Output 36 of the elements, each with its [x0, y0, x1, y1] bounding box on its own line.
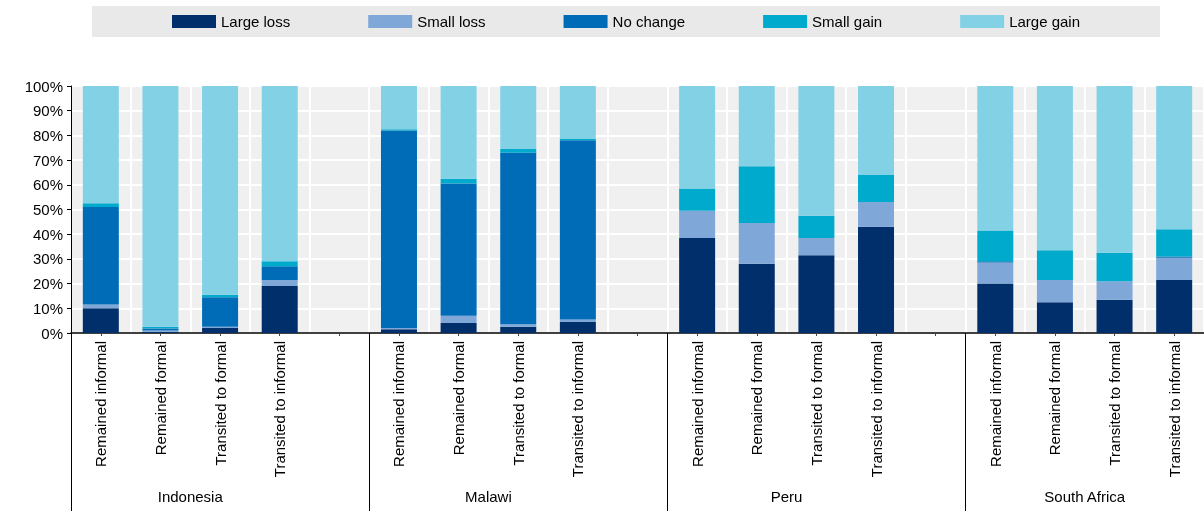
legend-label: Small loss	[417, 13, 486, 30]
x-tick-label: Remained formal	[1046, 341, 1064, 456]
y-tick-label: 80%	[32, 126, 63, 144]
text: Malawi	[464, 488, 513, 505]
y-tick-label: 30%	[32, 250, 63, 268]
y-tick-label: 0%	[41, 324, 63, 342]
x-tick-label: Transited to formal	[509, 341, 527, 466]
y-tick-label: 40%	[32, 225, 63, 243]
y-tick-label: 90%	[32, 102, 63, 120]
x-tick-label: Remained informal	[688, 341, 706, 467]
legend-label: Large loss	[221, 13, 291, 30]
y-tick-label: 50%	[32, 201, 63, 218]
x-tick-label: Transited to formal	[1106, 341, 1124, 466]
x-tick-label: Transited to formal	[211, 341, 229, 466]
text: Peru	[769, 488, 804, 505]
x-tick-label: Remained formal	[450, 341, 468, 456]
y-tick-label: 10%	[32, 299, 63, 317]
legend-label: Large gain	[1009, 13, 1081, 30]
x-tick-label: Transited to formal	[807, 341, 825, 466]
x-tick-label: Transited to informal	[569, 341, 587, 478]
x-tick-label: Remained formal	[748, 341, 766, 456]
y-tick-label: 70%	[32, 151, 63, 169]
y-tick-label: 60%	[32, 176, 63, 194]
y-tick-label: 100%	[24, 77, 63, 95]
x-tick-label: Transited to informal	[1165, 341, 1183, 478]
x-tick-label: Transited to informal	[271, 341, 289, 478]
text: South Africa	[1043, 488, 1127, 505]
x-tick-label: Remained formal	[151, 341, 169, 456]
legend-label: Small gain	[812, 13, 883, 30]
x-tick-label: Transited to informal	[867, 341, 885, 478]
x-tick-label: Remained informal	[390, 341, 408, 467]
x-tick-label: Remained informal	[92, 341, 110, 467]
text: Indonesia	[156, 488, 224, 505]
x-tick-label: Remained informal	[986, 341, 1004, 467]
legend-label: No change	[612, 13, 686, 30]
y-tick-label: 20%	[32, 275, 63, 293]
